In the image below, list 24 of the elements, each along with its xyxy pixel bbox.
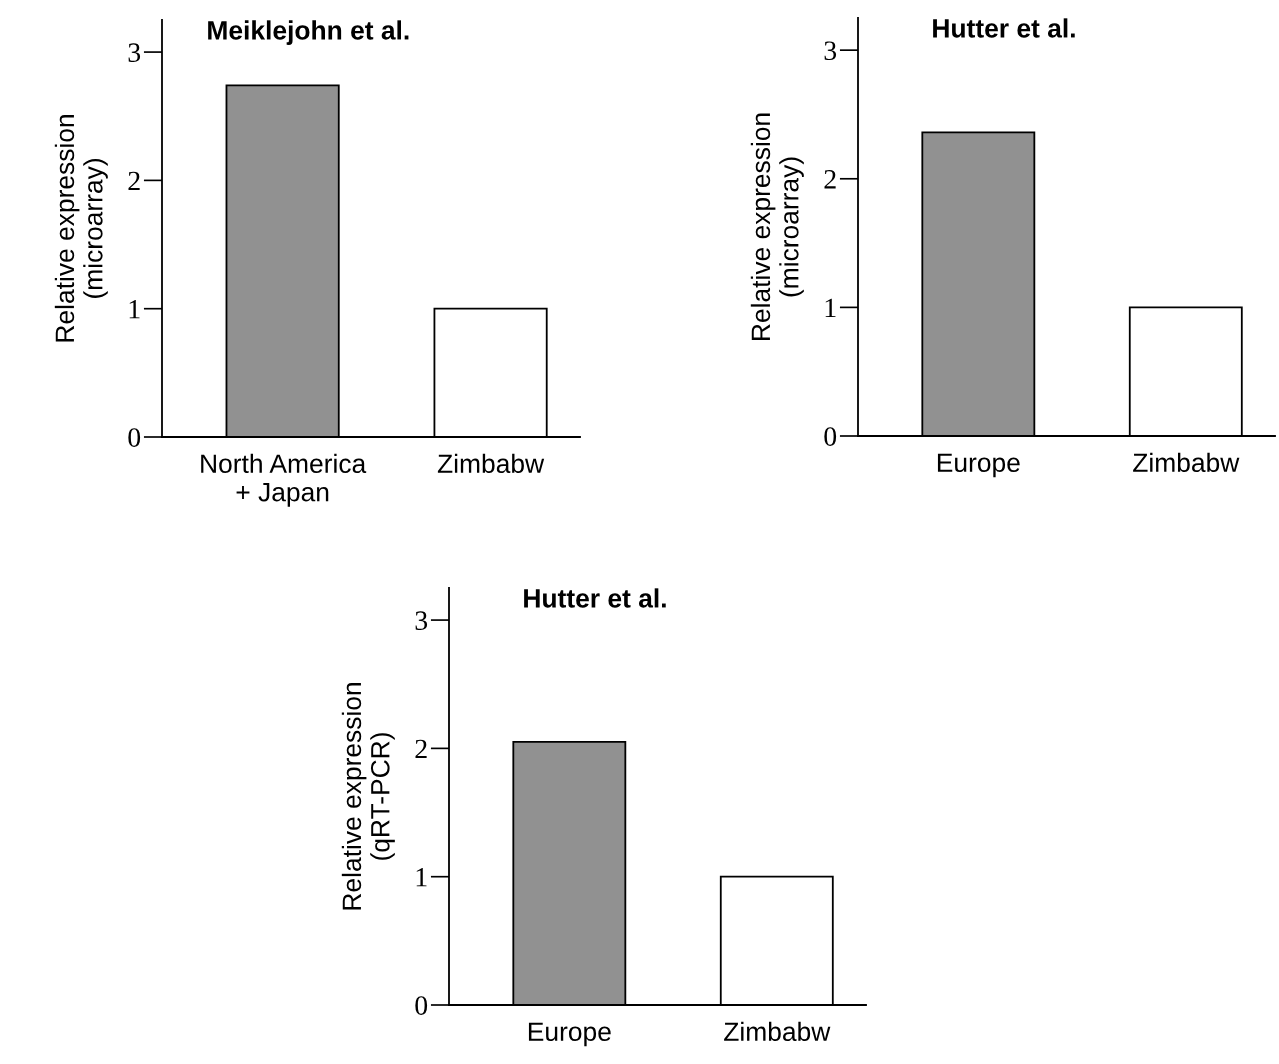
y-axis-title: Relative expression (microarray) bbox=[54, 115, 108, 342]
y-tick-label: 1 bbox=[825, 298, 836, 318]
x-tick-label: North America + Japan bbox=[201, 453, 367, 507]
y-tick-label: 3 bbox=[128, 43, 141, 62]
chart-title: Meiklejohn et al. bbox=[208, 20, 409, 45]
y-tick-label: 2 bbox=[415, 739, 427, 759]
y-tick-label: 2 bbox=[824, 170, 836, 189]
y-axis-title: Relative expression (qRT-PCR) bbox=[341, 683, 395, 910]
chart-title: Hutter et al. bbox=[933, 18, 1075, 38]
y-tick-label: 0 bbox=[824, 427, 837, 446]
x-tick-label: Zimbabw bbox=[1133, 452, 1240, 473]
y-tick-label: 0 bbox=[128, 428, 141, 447]
y-tick-label: 0 bbox=[415, 996, 428, 1015]
y-tick-label: 3 bbox=[824, 41, 837, 61]
y-tick-label: 2 bbox=[128, 171, 140, 191]
y-axis-title: Relative expression (microarray) bbox=[750, 113, 804, 340]
y-tick-label: 3 bbox=[415, 611, 428, 630]
x-tick-label: Europe bbox=[937, 453, 1020, 478]
y-tick-label: 1 bbox=[129, 299, 140, 319]
x-tick-label: Zimbabw bbox=[437, 453, 545, 474]
chart-title: Hutter et al. bbox=[524, 588, 666, 608]
x-tick-label: Europe bbox=[528, 1022, 611, 1047]
x-tick-label: Zimbabw bbox=[724, 1021, 831, 1042]
y-tick-label: 1 bbox=[416, 867, 427, 887]
